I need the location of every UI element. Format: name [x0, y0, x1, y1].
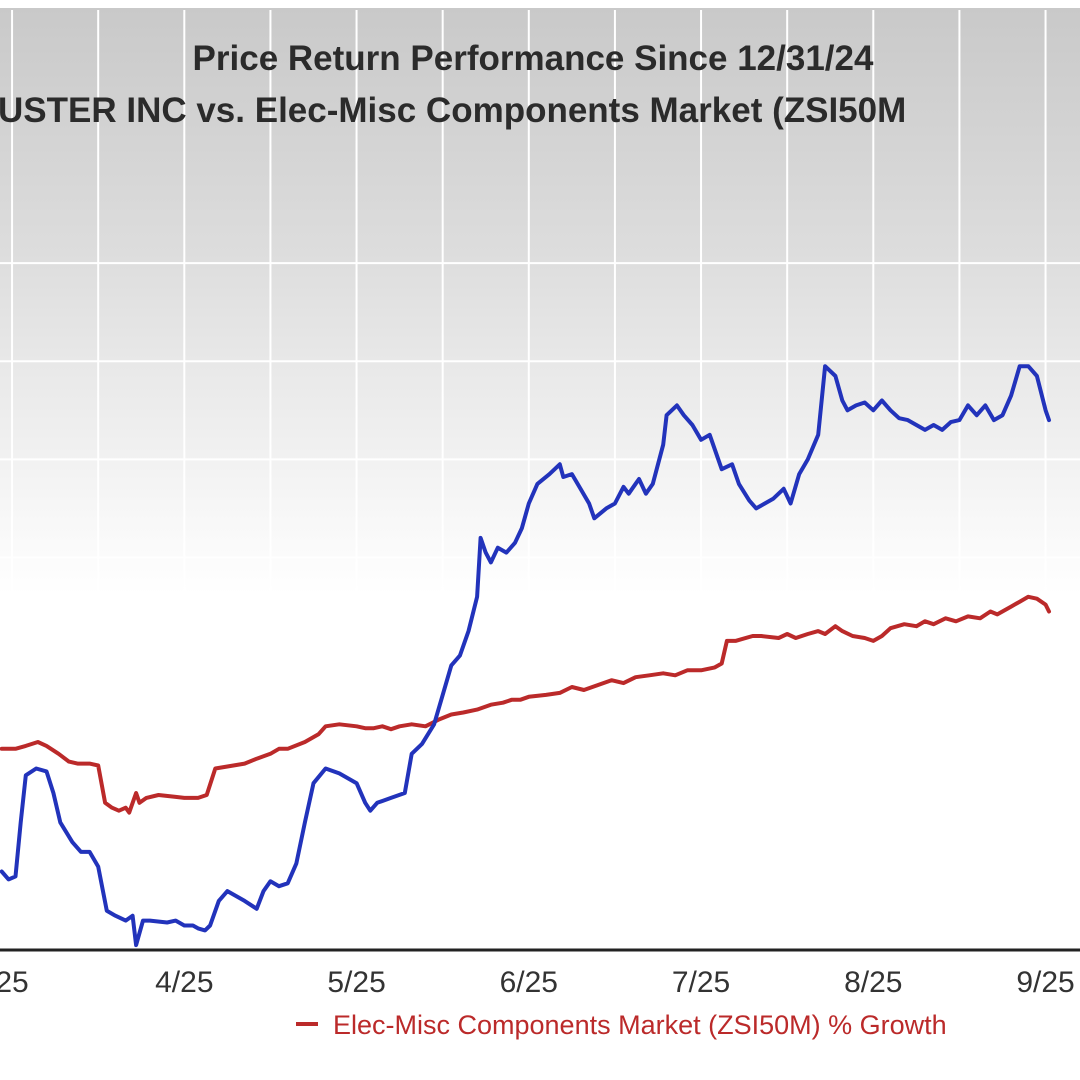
series-line-market [0, 594, 1051, 815]
x-tick-labels: 25 4/25 5/25 6/25 7/25 8/25 9/25 [0, 966, 1075, 999]
x-tick-label: 7/25 [672, 966, 730, 999]
chart-title: Price Return Performance Since 12/31/24 [193, 39, 874, 78]
x-tick-label: 5/25 [327, 966, 385, 999]
x-tick-label: 9/25 [1016, 966, 1074, 999]
x-tick-label: 8/25 [844, 966, 902, 999]
x-tick-label: 4/25 [155, 966, 213, 999]
legend: Elec-Misc Components Market (ZSI50M) % G… [296, 1010, 947, 1040]
legend-label: Elec-Misc Components Market (ZSI50M) % G… [333, 1010, 947, 1040]
chart-subtitle: USTER INC vs. Elec-Misc Components Marke… [0, 91, 906, 130]
grid-layer [0, 10, 1080, 950]
chart-background [0, 8, 1080, 1074]
x-tick-label: 6/25 [500, 966, 558, 999]
x-tick-label: 25 [0, 966, 29, 999]
series-line-stock [0, 364, 1051, 948]
series-layer [0, 364, 1051, 948]
